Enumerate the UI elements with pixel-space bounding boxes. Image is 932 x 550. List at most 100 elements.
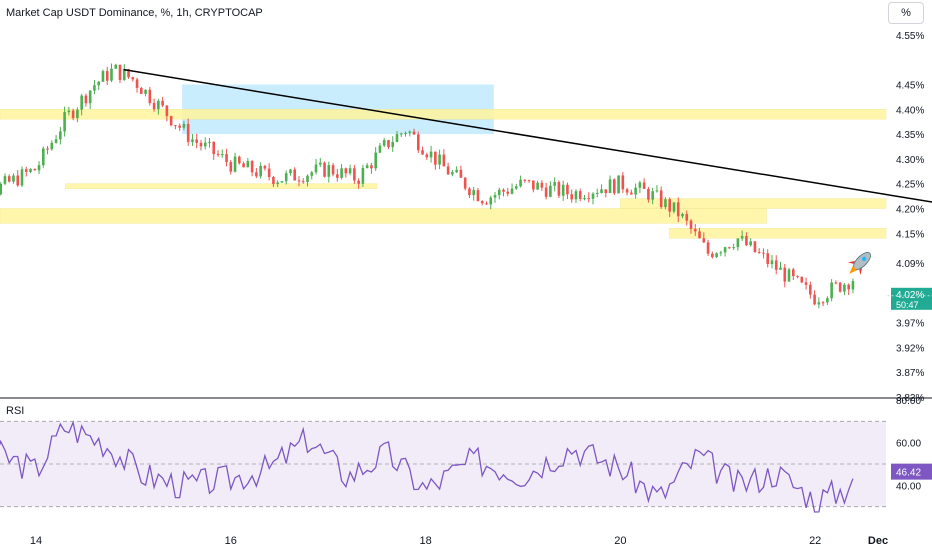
candle-body — [24, 169, 28, 172]
candle-body — [97, 81, 101, 86]
rocket-flame — [849, 265, 858, 274]
candle-body — [736, 238, 740, 248]
candle-body — [523, 179, 527, 181]
candle-body — [745, 236, 748, 246]
candle-body — [425, 154, 429, 158]
candle-body — [779, 267, 782, 270]
candle-body — [37, 165, 41, 171]
price-tick-label: 3.92% — [896, 343, 924, 354]
candle-body — [821, 302, 825, 304]
candle-body — [199, 142, 203, 147]
time-tick-label: Dec — [868, 535, 888, 547]
sr-zone — [620, 198, 887, 209]
candle-body — [404, 132, 407, 134]
candle-body — [834, 282, 838, 284]
candle-body — [532, 180, 535, 190]
price-tick-label: 3.87% — [896, 368, 924, 379]
rsi-tick-label: 60.00 — [896, 439, 921, 450]
candle-body — [135, 79, 139, 88]
chart-title: Market Cap USDT Dominance, %, 1h, CRYPTO… — [6, 7, 263, 19]
candle-body — [843, 284, 846, 292]
rsi-value-text: 46.42 — [896, 468, 921, 479]
candle-body — [88, 90, 92, 104]
candle-body — [429, 151, 433, 158]
candle-body — [489, 197, 493, 205]
candle-body — [728, 247, 731, 249]
price-tick-label: 4.09% — [896, 259, 924, 270]
sr-zone — [64, 183, 378, 189]
candle-body — [208, 141, 211, 143]
candle-body — [472, 190, 475, 196]
candle-body — [698, 231, 701, 239]
candle-body — [434, 151, 437, 165]
candle-body — [451, 172, 454, 175]
candle-body — [838, 282, 842, 292]
candle-body — [476, 190, 480, 202]
candle-body — [438, 154, 441, 165]
time-tick-label: 22 — [809, 535, 821, 547]
unit-button[interactable]: % — [888, 2, 924, 24]
candle-body — [757, 252, 761, 254]
candle-body — [604, 189, 608, 194]
candle-body — [331, 165, 335, 175]
candle-body — [583, 198, 586, 200]
price-tick-label: 4.40% — [896, 105, 924, 116]
zone-layer — [0, 84, 887, 239]
candle-body — [595, 192, 599, 194]
candle-body — [416, 134, 420, 151]
candle-body — [719, 252, 723, 254]
candle-body — [374, 152, 377, 169]
price-tick-label: 4.30% — [896, 155, 924, 166]
candle-body — [711, 253, 714, 258]
candle-body — [370, 165, 373, 169]
candle-body — [336, 174, 339, 178]
candle-body — [182, 123, 186, 128]
candle-body — [365, 165, 369, 169]
candle-body — [570, 194, 573, 200]
candle-body — [50, 142, 54, 150]
candle-body — [506, 191, 510, 194]
candle-body — [659, 190, 663, 208]
rsi-line — [0, 420, 854, 513]
candles-layer — [0, 63, 855, 309]
candle-body — [681, 213, 684, 217]
candle-body — [20, 169, 24, 186]
candle-body — [625, 189, 629, 193]
candle-body — [463, 177, 467, 189]
candle-body — [174, 125, 177, 127]
candle-body — [762, 252, 765, 254]
candle-body — [480, 201, 484, 204]
candle-body — [574, 191, 578, 200]
countdown-text: 50:47 — [896, 300, 919, 310]
candle-body — [544, 187, 548, 197]
candle-body — [293, 169, 297, 181]
candle-body — [157, 100, 160, 110]
sr-zone — [0, 208, 767, 224]
candle-body — [105, 71, 109, 81]
candle-body — [71, 110, 75, 119]
candle-body — [740, 236, 744, 239]
candle-body — [114, 64, 118, 69]
candle-body — [220, 154, 224, 156]
candle-body — [46, 148, 49, 150]
candle-body — [655, 190, 659, 192]
candle-body — [76, 109, 79, 119]
candle-body — [553, 182, 556, 186]
candle-body — [250, 161, 254, 173]
rocket-icon — [847, 252, 871, 276]
candle-body — [617, 175, 620, 194]
badges-layer: 4.02%50:47 46.42 — [886, 287, 932, 480]
candle-body — [634, 187, 637, 195]
candle-body — [796, 276, 799, 278]
candle-body — [459, 169, 463, 178]
candle-body — [455, 169, 458, 173]
candle-body — [557, 182, 561, 196]
candle-body — [110, 68, 113, 81]
candle-body — [399, 133, 403, 135]
candle-body — [689, 220, 693, 229]
candle-body — [826, 298, 829, 303]
time-tick-label: 16 — [225, 535, 237, 547]
candle-body — [323, 162, 326, 177]
candle-body — [536, 182, 539, 190]
